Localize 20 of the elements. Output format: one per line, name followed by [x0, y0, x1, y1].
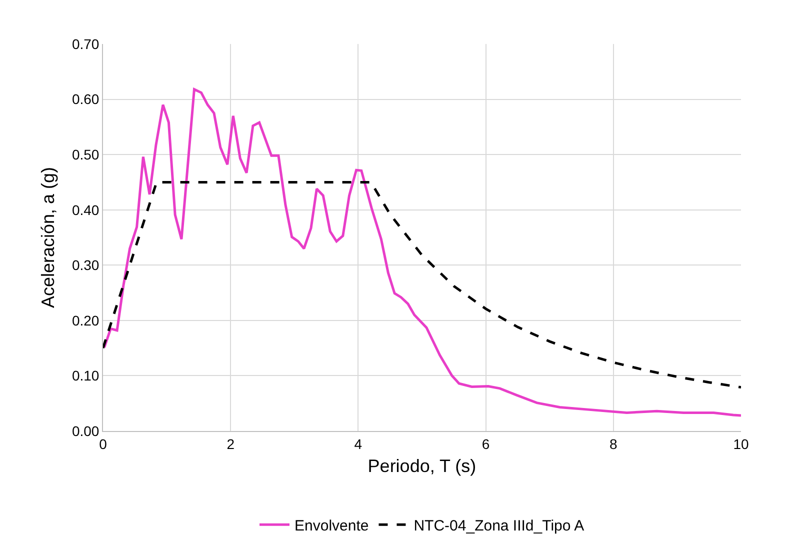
x-tick-label: 0 — [99, 436, 108, 452]
legend-label: Envolvente — [294, 518, 369, 534]
y-tick-label: 0.40 — [72, 202, 100, 218]
y-tick-label: 0.50 — [72, 146, 100, 162]
x-tick-label: 8 — [610, 436, 618, 452]
x-tick-label: 4 — [354, 436, 362, 452]
y-axis-title: Aceleración, a (g) — [38, 166, 58, 308]
y-tick-label: 0.00 — [72, 422, 100, 439]
y-tick-label: 0.30 — [72, 257, 100, 274]
y-tick-label: 0.10 — [72, 368, 100, 384]
y-tick-label: 0.20 — [72, 312, 100, 328]
legend-label: NTC-04_Zona IIId_Tipo A — [414, 518, 584, 534]
x-tick-label: 2 — [226, 436, 235, 452]
x-axis-title: Periodo, T (s) — [368, 456, 476, 476]
line-series — [103, 88, 741, 417]
x-tick-label: 10 — [733, 436, 749, 452]
y-tick-label: 0.70 — [72, 36, 100, 52]
y-tick-label: 0.60 — [72, 91, 100, 108]
line-series — [103, 180, 741, 389]
x-tick-label: 6 — [482, 436, 490, 452]
